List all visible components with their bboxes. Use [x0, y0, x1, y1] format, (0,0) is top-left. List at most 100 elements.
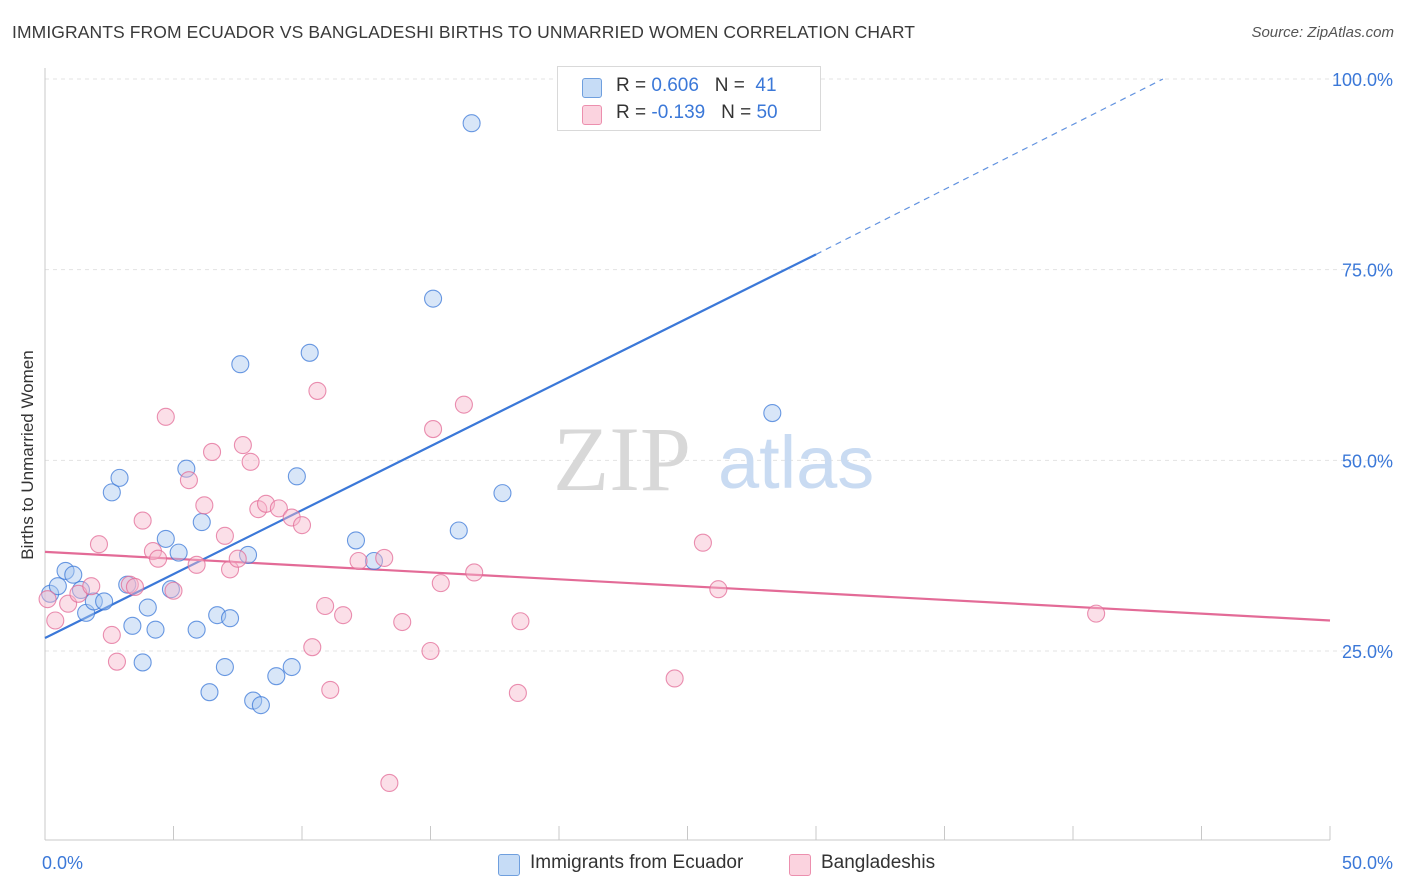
point-bangladeshis: [321, 680, 340, 699]
point-bangladeshis: [233, 436, 252, 455]
point-bangladeshis: [179, 471, 198, 490]
point-bangladeshis: [82, 577, 101, 596]
y-tick-label: 25.0%: [1342, 642, 1393, 662]
series-legend: Immigrants from Ecuador Bangladeshis: [0, 852, 1406, 878]
point-bangladeshis: [215, 526, 234, 545]
point-bangladeshis: [511, 612, 530, 631]
y-tick-label: 75.0%: [1342, 261, 1393, 281]
trend-line-extension: [815, 78, 1164, 255]
legend-n-value: 41: [755, 75, 777, 96]
legend-r-label: R =: [616, 102, 652, 123]
point-bangladeshis: [292, 516, 312, 535]
point-ecuador: [169, 543, 188, 562]
point-ecuador: [110, 468, 129, 487]
legend-r-label: R =: [616, 75, 652, 96]
point-bangladeshis: [508, 683, 527, 702]
point-bangladeshis: [349, 551, 368, 571]
point-bangladeshis: [316, 596, 335, 616]
point-bangladeshis: [89, 535, 109, 554]
point-bangladeshis: [421, 641, 440, 661]
chart-title: IMMIGRANTS FROM ECUADOR VS BANGLADESHI B…: [12, 22, 916, 42]
point-ecuador: [364, 551, 384, 571]
point-bangladeshis: [308, 381, 327, 400]
axes: [44, 68, 1331, 841]
point-ecuador: [48, 577, 67, 596]
point-bangladeshis: [228, 549, 247, 568]
stats-legend: R = 0.606 N = 41 R = -0.139 N = 50: [557, 66, 821, 131]
point-bangladeshis: [125, 577, 144, 596]
point-bangladeshis: [693, 533, 712, 552]
point-bangladeshis: [375, 548, 394, 568]
point-bangladeshis: [38, 590, 57, 609]
y-tick-label: 50.0%: [1342, 451, 1393, 471]
legend-swatch-ecuador: [582, 78, 602, 98]
point-bangladeshis: [195, 496, 214, 515]
trend-line-bangladeshis: [44, 550, 1331, 622]
trend-line-ecuador: [44, 253, 817, 640]
point-bangladeshis: [241, 452, 260, 471]
point-bangladeshis: [380, 773, 399, 792]
point-ecuador: [156, 529, 175, 548]
point-bangladeshis: [269, 499, 288, 518]
point-ecuador: [215, 657, 234, 677]
point-bangladeshis: [709, 580, 728, 599]
source-label: Source: ZipAtlas.com: [1251, 24, 1394, 41]
point-ecuador: [187, 620, 206, 639]
point-bangladeshis: [431, 574, 450, 593]
watermark-atlas: atlas: [718, 421, 874, 504]
legend-r-value: 0.606: [651, 75, 699, 96]
point-bangladeshis: [393, 612, 412, 632]
point-ecuador: [238, 545, 258, 564]
point-ecuador: [287, 467, 306, 486]
point-bangladeshis: [203, 442, 222, 461]
y-axis-label: Births to Unmarried Women: [18, 350, 37, 560]
series-swatch-ecuador: [498, 854, 520, 876]
point-ecuador: [300, 343, 319, 362]
point-ecuador: [123, 616, 142, 635]
point-ecuador: [84, 592, 103, 611]
point-ecuador: [177, 459, 196, 478]
point-bangladeshis: [334, 606, 353, 625]
legend-n-label: N =: [714, 75, 751, 96]
point-ecuador: [133, 653, 152, 672]
point-bangladeshis: [46, 611, 65, 630]
point-ecuador: [424, 289, 443, 308]
legend-r-value: -0.139: [651, 102, 706, 123]
point-ecuador: [346, 531, 366, 550]
tick-labels: 25.0% 50.0% 75.0% 100.0% 0.0% 50.0%: [42, 70, 1393, 873]
point-bangladeshis: [665, 669, 684, 688]
point-ecuador: [220, 609, 240, 628]
x-tick-label: 50.0%: [1342, 853, 1393, 873]
watermark-zip: ZIP: [553, 408, 691, 510]
point-ecuador: [200, 683, 219, 702]
point-bangladeshis: [465, 563, 484, 582]
point-bangladeshis: [149, 549, 168, 568]
point-bangladeshis: [102, 625, 121, 645]
point-bangladeshis: [187, 555, 206, 574]
point-bangladeshis: [107, 652, 127, 671]
point-ecuador: [231, 355, 250, 374]
legend-n-value: 50: [756, 102, 778, 123]
legend-n-label: N =: [721, 102, 757, 123]
point-bangladeshis: [1087, 604, 1106, 623]
y-tick-label: 100.0%: [1332, 70, 1393, 90]
point-ecuador: [449, 521, 468, 540]
point-bangladeshis: [133, 511, 152, 530]
point-ecuador: [64, 565, 83, 584]
trend-lines: [44, 78, 1331, 640]
point-bangladeshis: [424, 420, 443, 439]
series-legend-label: Immigrants from Ecuador: [530, 852, 744, 873]
series-swatch-bangladeshis: [789, 854, 811, 876]
point-bangladeshis: [454, 395, 473, 414]
point-ecuador: [763, 403, 782, 423]
point-bangladeshis: [282, 508, 301, 527]
point-bangladeshis: [164, 581, 183, 600]
point-ecuador: [192, 513, 211, 532]
point-bangladeshis: [156, 407, 175, 426]
point-ecuador: [251, 696, 270, 715]
x-tick-label: 0.0%: [42, 853, 83, 873]
series-legend-label: Bangladeshis: [821, 852, 936, 873]
point-ecuador: [102, 483, 121, 502]
point-ecuador: [138, 598, 157, 617]
